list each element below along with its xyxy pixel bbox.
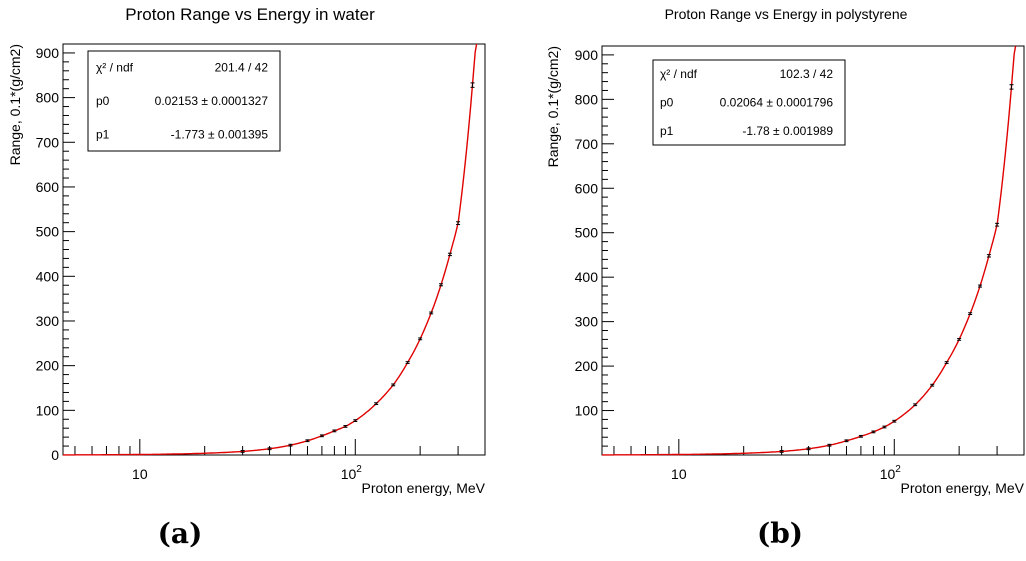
x-axis-label: Proton energy, MeV bbox=[362, 480, 486, 496]
stats-box bbox=[87, 50, 281, 152]
chart-panel-a: Proton Range vs Energy in water 0 100 200 30… bbox=[7, 5, 486, 550]
stats-value: -1.773 ± 0.001395 bbox=[171, 127, 269, 141]
y-tick-label: 300 bbox=[575, 314, 599, 330]
y-axis-label: Range, 0.1*(g/cm2) bbox=[7, 44, 23, 165]
x-tick-label: 102 bbox=[341, 464, 363, 482]
panel-caption: (b) bbox=[757, 517, 803, 550]
y-tick-label: 700 bbox=[575, 136, 599, 152]
stats-name: p1 bbox=[96, 127, 110, 141]
y-axis-label: Range, 0.1*(g/cm2) bbox=[545, 46, 561, 167]
y-tick-label: 300 bbox=[36, 313, 60, 329]
y-tick-label: 100 bbox=[36, 402, 60, 418]
x-tick-exponent: 2 bbox=[356, 464, 362, 475]
y-tick-label: 200 bbox=[36, 358, 60, 374]
y-tick-label: 0 bbox=[51, 447, 59, 463]
y-tick-label: 200 bbox=[575, 358, 599, 374]
stats-value: 102.3 / 42 bbox=[780, 67, 834, 81]
x-tick-label: 102 bbox=[880, 464, 902, 482]
y-tick-label: 900 bbox=[36, 45, 60, 61]
stats-name: χ² / ndf bbox=[96, 61, 134, 75]
y-tick-label: 600 bbox=[575, 180, 599, 196]
stats-value: 201.4 / 42 bbox=[215, 61, 269, 75]
x-tick-label: 10 bbox=[132, 466, 148, 482]
x-tick-label: 10 bbox=[671, 466, 687, 482]
y-tick-label: 800 bbox=[36, 90, 60, 106]
y-tick-label: 600 bbox=[36, 179, 60, 195]
stats-name: p0 bbox=[660, 96, 674, 110]
y-tick-label: 900 bbox=[575, 47, 599, 63]
y-tick-label: 400 bbox=[575, 269, 599, 285]
stats-name: p0 bbox=[96, 94, 110, 108]
chart-panel-b: Proton Range vs Energy in polystyrene100… bbox=[545, 6, 1025, 550]
y-tick-label: 100 bbox=[575, 403, 599, 419]
x-axis-label: Proton energy, MeV bbox=[901, 480, 1025, 496]
stats-value: -1.78 ± 0.001989 bbox=[742, 124, 833, 138]
stats-value: 0.02153 ± 0.0001327 bbox=[155, 94, 269, 108]
y-tick-label: 500 bbox=[575, 225, 599, 241]
stats-value: 0.02064 ± 0.0001796 bbox=[720, 96, 834, 110]
y-tick-label: 500 bbox=[36, 224, 60, 240]
y-tick-label: 400 bbox=[36, 268, 60, 284]
y-tick-label: 800 bbox=[575, 91, 599, 107]
stats-name: χ² / ndf bbox=[660, 67, 698, 81]
stats-name: p1 bbox=[660, 124, 674, 138]
chart-title: Proton Range vs Energy in polystyrene bbox=[665, 6, 908, 22]
stats-box bbox=[652, 59, 846, 146]
x-tick-exponent: 2 bbox=[895, 464, 901, 475]
y-tick-label: 700 bbox=[36, 134, 60, 150]
panel-caption: (a) bbox=[158, 517, 203, 550]
chart-title: Proton Range vs Energy in water bbox=[125, 5, 375, 24]
